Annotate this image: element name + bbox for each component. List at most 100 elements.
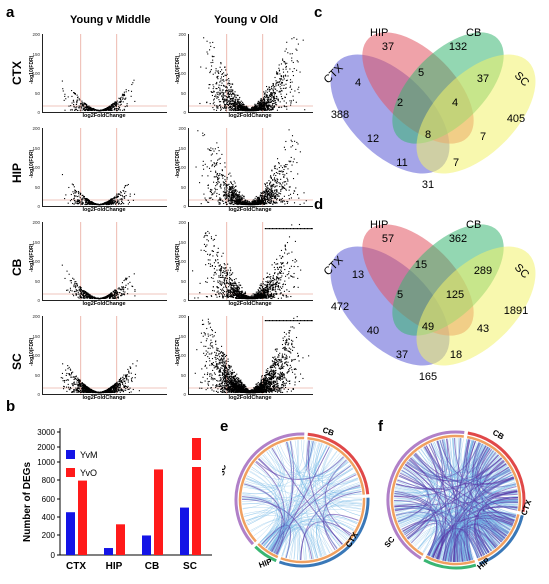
venn-count: 2 [397,97,403,109]
volcano-ytick: 200 [32,220,40,225]
circos-chord [255,461,286,554]
venn-count: 31 [422,179,434,191]
venn-count: 15 [415,259,427,271]
circos-segment-outer [467,431,526,513]
circos-chord [459,519,511,562]
deg-bar-chart: 0 200 400 600 800 1000 2000 3000 Number of DEGs C… [22,428,212,572]
circos-chord [244,483,283,552]
volcano-ytick: 150 [32,239,40,245]
bar-ytick-label: 1000 [37,458,55,467]
volcano-ytick: 150 [178,333,186,339]
venn-count: 49 [422,321,434,333]
column-title-young-v-old: Young v Old [214,14,278,26]
bar-ytick-label: 3000 [37,428,55,437]
circos-chord [317,444,361,516]
venn-set-label: CB [466,27,481,39]
circos-chord [286,529,311,560]
circos-chord [402,467,446,561]
circos-chord [442,471,512,561]
circos-chord [446,447,491,562]
volcano-ytick: 100 [178,71,186,76]
venn-count: 57 [382,233,394,245]
bar-ytick-label: 200 [42,531,56,540]
volcano-xlabel: log2FoldChange [228,113,272,119]
circos-segment-outer [307,432,370,495]
venn-count: 405 [507,113,525,125]
circos-segment-outer [278,497,370,568]
circos-chord [430,443,447,560]
circos-chord [395,488,504,541]
volcano-xlabel: log2FoldChange [228,207,272,213]
circos-chord [260,441,315,476]
venn-count: 12 [367,133,379,145]
volcano-ytick: 150 [178,239,186,245]
circos-segment-inner [257,542,279,559]
venn-count: 5 [397,289,403,301]
venn-count: 40 [367,325,379,337]
circos-chord [241,498,313,560]
volcano-ytick: 150 [32,51,40,57]
venn-count: 289 [474,265,492,277]
circos-chord [464,439,485,472]
circos-chord [315,447,332,555]
venn-count: 7 [480,131,486,143]
bar-category-label: HIP [106,561,123,572]
circos-chord [274,445,328,554]
volcano-ytick: 200 [178,32,186,37]
circos-chord [408,440,473,477]
volcano-ytick: 0 [183,298,186,303]
circos-segment-inner [477,514,520,562]
volcano-ytick: 50 [180,278,186,284]
volcano-xlabel: log2FoldChange [228,301,272,307]
volcano-xlabel: log2FoldChange [82,301,126,307]
volcano-plot [188,316,313,395]
volcano-ytick: 100 [178,353,186,358]
bar [116,524,125,555]
circos-chord [289,529,307,560]
circos-chord [479,483,516,549]
volcano-ytick: 0 [183,392,186,397]
circos-segment-outer [478,514,524,566]
circos-chord [427,481,516,556]
circos-chord [410,440,444,544]
volcano-xlabel: log2FoldChange [82,207,126,213]
circos-chord [300,521,352,560]
bar [66,512,75,555]
circos-chord [404,442,479,535]
circos-chord [406,442,480,478]
circos-chord [452,517,513,562]
volcano-ytick: 200 [32,32,40,37]
circos-segment-inner [238,436,305,543]
volcano-ylabel: -log10(FDR) [29,337,35,366]
volcano-ytick: 200 [178,314,186,319]
circos-chord [257,457,281,480]
circos-chord [394,451,496,493]
circos-chord [328,464,362,494]
circos-chord [402,466,509,532]
circos-chord [403,440,476,534]
volcano-ytick: 100 [32,259,40,264]
circos-chord [482,459,518,496]
circos-chord [242,448,282,503]
circos-chord [399,474,507,537]
circos-chord [396,463,507,490]
circos-chord [465,450,494,561]
circos-chord [429,447,490,557]
row-label-hip: HIP [10,162,24,183]
volcano-ylabel: -log10(FDR) [29,243,35,272]
circos-chord [465,459,503,561]
circos-segment-inner [280,497,366,564]
volcano-ytick: 100 [32,165,40,170]
circos-chord [265,486,361,549]
circos-chord [242,496,314,559]
panel-label-b: b [6,398,16,415]
legend-label: YvO [80,468,97,478]
volcano-ytick: 50 [180,372,186,378]
volcano-ytick: 100 [32,71,40,76]
circos-chord [244,441,316,488]
volcano-plot [42,128,167,207]
volcano-ylabel: -log10(FDR) [175,55,181,84]
venn-count: 8 [425,129,431,141]
